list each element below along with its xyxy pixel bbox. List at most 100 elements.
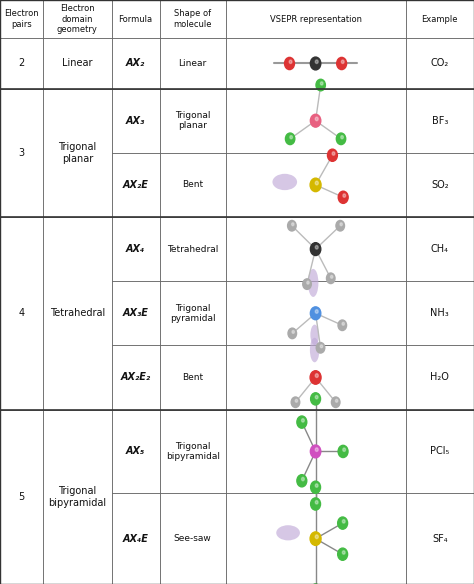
Text: Formula: Formula xyxy=(118,15,153,24)
Circle shape xyxy=(284,57,294,69)
FancyBboxPatch shape xyxy=(406,39,474,89)
Circle shape xyxy=(330,275,333,279)
Text: SO₂: SO₂ xyxy=(431,180,448,190)
FancyBboxPatch shape xyxy=(226,281,406,345)
Circle shape xyxy=(288,328,297,339)
Ellipse shape xyxy=(310,338,319,362)
Circle shape xyxy=(331,397,340,408)
Circle shape xyxy=(337,133,346,145)
FancyBboxPatch shape xyxy=(226,0,406,39)
Circle shape xyxy=(310,243,321,256)
Circle shape xyxy=(316,343,325,353)
Text: CO₂: CO₂ xyxy=(431,58,449,68)
Circle shape xyxy=(310,371,321,384)
Text: Linear: Linear xyxy=(62,58,92,68)
Circle shape xyxy=(289,60,292,64)
Circle shape xyxy=(342,520,345,523)
Circle shape xyxy=(315,310,318,313)
Circle shape xyxy=(320,82,323,85)
Text: AX₄: AX₄ xyxy=(126,244,145,254)
Circle shape xyxy=(336,221,345,231)
Text: AX₅: AX₅ xyxy=(126,446,145,457)
FancyBboxPatch shape xyxy=(111,153,160,217)
Text: 5: 5 xyxy=(18,492,25,502)
Circle shape xyxy=(307,281,309,284)
Circle shape xyxy=(315,395,318,399)
Text: SF₄: SF₄ xyxy=(432,534,447,544)
Circle shape xyxy=(341,135,343,139)
Circle shape xyxy=(315,484,318,487)
FancyBboxPatch shape xyxy=(43,39,111,89)
Text: 2: 2 xyxy=(18,58,25,68)
Text: Trigonal
bipyramidal: Trigonal bipyramidal xyxy=(165,442,219,461)
Text: VSEPR representation: VSEPR representation xyxy=(270,15,362,24)
Circle shape xyxy=(337,548,347,560)
Text: Shape of
molecule: Shape of molecule xyxy=(173,9,212,29)
FancyBboxPatch shape xyxy=(406,217,474,281)
Circle shape xyxy=(315,181,319,185)
Circle shape xyxy=(291,397,300,408)
FancyBboxPatch shape xyxy=(111,345,160,409)
Text: Bent: Bent xyxy=(182,373,203,382)
Text: H₂O: H₂O xyxy=(430,373,449,383)
FancyBboxPatch shape xyxy=(111,217,160,281)
Text: AX₃: AX₃ xyxy=(126,116,145,126)
Circle shape xyxy=(327,273,335,284)
FancyBboxPatch shape xyxy=(160,217,226,281)
FancyBboxPatch shape xyxy=(406,493,474,584)
FancyBboxPatch shape xyxy=(160,493,226,584)
FancyBboxPatch shape xyxy=(0,409,43,584)
Ellipse shape xyxy=(308,269,319,297)
Text: See-saw: See-saw xyxy=(174,534,211,543)
Text: NH₃: NH₃ xyxy=(430,308,449,318)
Circle shape xyxy=(297,475,307,487)
Circle shape xyxy=(292,331,294,333)
Text: 3: 3 xyxy=(18,148,25,158)
Ellipse shape xyxy=(310,325,319,345)
Circle shape xyxy=(315,117,318,121)
FancyBboxPatch shape xyxy=(406,281,474,345)
Text: 4: 4 xyxy=(18,308,25,318)
FancyBboxPatch shape xyxy=(160,345,226,409)
Text: Electron
domain
geometry: Electron domain geometry xyxy=(57,4,98,34)
Circle shape xyxy=(315,374,319,377)
FancyBboxPatch shape xyxy=(226,345,406,409)
Text: Trigonal
pyramidal: Trigonal pyramidal xyxy=(170,304,216,323)
FancyBboxPatch shape xyxy=(43,0,111,39)
Text: BF₃: BF₃ xyxy=(432,116,448,126)
FancyBboxPatch shape xyxy=(111,39,160,89)
Circle shape xyxy=(337,517,347,529)
Text: CH₄: CH₄ xyxy=(431,244,449,254)
Text: AX₂: AX₂ xyxy=(126,58,145,68)
Circle shape xyxy=(341,60,344,64)
Circle shape xyxy=(301,477,304,481)
Circle shape xyxy=(310,532,321,545)
FancyBboxPatch shape xyxy=(406,409,474,493)
FancyBboxPatch shape xyxy=(0,89,43,217)
Circle shape xyxy=(290,135,292,139)
Circle shape xyxy=(328,149,337,161)
Circle shape xyxy=(303,279,311,290)
Text: Trigonal
bipyramidal: Trigonal bipyramidal xyxy=(48,486,106,507)
Text: PCl₅: PCl₅ xyxy=(430,446,449,457)
FancyBboxPatch shape xyxy=(406,345,474,409)
FancyBboxPatch shape xyxy=(226,153,406,217)
FancyBboxPatch shape xyxy=(226,39,406,89)
FancyBboxPatch shape xyxy=(226,409,406,493)
Text: Trigonal
planar: Trigonal planar xyxy=(175,111,210,130)
Circle shape xyxy=(288,221,296,231)
Circle shape xyxy=(342,322,345,325)
FancyBboxPatch shape xyxy=(43,217,111,409)
FancyBboxPatch shape xyxy=(111,409,160,493)
Circle shape xyxy=(310,178,321,192)
Circle shape xyxy=(342,551,345,554)
FancyBboxPatch shape xyxy=(226,89,406,153)
Text: AX₂E₂: AX₂E₂ xyxy=(120,373,151,383)
Circle shape xyxy=(338,320,346,331)
Circle shape xyxy=(337,57,346,69)
Text: Tetrahedral: Tetrahedral xyxy=(167,245,219,253)
FancyBboxPatch shape xyxy=(226,217,406,281)
Text: Example: Example xyxy=(421,15,458,24)
FancyBboxPatch shape xyxy=(160,89,226,153)
Circle shape xyxy=(315,500,318,504)
